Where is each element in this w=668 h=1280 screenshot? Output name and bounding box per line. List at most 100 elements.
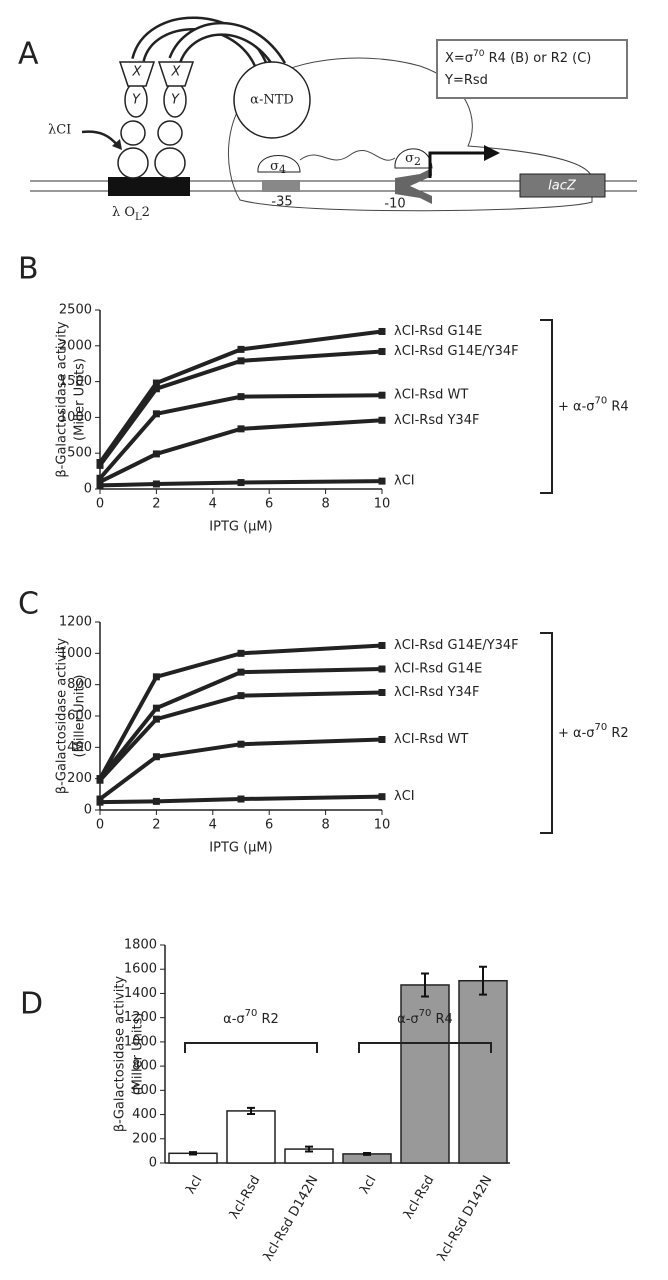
subunit-y: Y xyxy=(132,93,141,108)
series-line xyxy=(98,737,383,801)
y-axis-label: (Miller Units) xyxy=(73,358,88,441)
key-line: Y=Rsd xyxy=(444,73,488,88)
y-axis-label: (Miller Units) xyxy=(131,1013,146,1096)
y-tick-label: 800 xyxy=(132,1059,157,1074)
key-text: X=σ xyxy=(445,51,473,66)
point-marker xyxy=(378,642,386,649)
y-axis-label: β-Galactosidase activity xyxy=(113,976,128,1133)
series-line xyxy=(98,393,383,480)
annotation: α-σ70 R4 xyxy=(397,1008,453,1027)
point-marker xyxy=(237,795,245,803)
sigma2-label: σ2 xyxy=(405,151,421,169)
annotation: α-σ70 R2 xyxy=(223,1008,279,1027)
minus35-label: -35 xyxy=(271,195,292,210)
point-marker xyxy=(152,385,160,393)
sigma4-domain xyxy=(257,155,301,173)
y-tick-label: 1500 xyxy=(59,374,92,389)
point-marker xyxy=(237,479,245,487)
gene-box xyxy=(519,173,606,198)
annotation: + α-σ70 R4 xyxy=(558,396,629,415)
annotation-part: R4 xyxy=(431,1012,452,1027)
point-marker xyxy=(237,740,245,748)
bracket xyxy=(540,319,553,494)
x-tick-label: λcl xyxy=(357,1173,379,1196)
series-label: λCI-Rsd G14E/Y34F xyxy=(394,638,519,653)
series-label: λCI xyxy=(394,789,415,804)
point-marker xyxy=(237,425,245,433)
y-tick-label: 1200 xyxy=(59,615,92,630)
series-line xyxy=(99,479,383,488)
series-label: λCI-Rsd G14E xyxy=(394,662,482,677)
minus35-box xyxy=(262,180,300,192)
y-tick-label: 2000 xyxy=(59,338,92,353)
y-tick-label: 1800 xyxy=(124,938,157,953)
x-tick-label: 8 xyxy=(321,497,329,512)
operator-text: λ O xyxy=(112,205,135,220)
point-marker xyxy=(96,776,104,784)
point-marker xyxy=(152,673,160,681)
y-tick-label: 200 xyxy=(67,771,92,786)
point-marker xyxy=(378,736,386,743)
key-box xyxy=(436,39,628,99)
y-tick-label: 600 xyxy=(67,709,92,724)
point-marker xyxy=(378,327,386,335)
point-marker xyxy=(96,461,104,469)
x-tick-label: 0 xyxy=(96,497,104,512)
y-axis-label: β-Galactosidase activity xyxy=(55,638,70,795)
y-tick-label: 1000 xyxy=(59,646,92,661)
series-line xyxy=(98,349,383,467)
point-marker xyxy=(378,665,386,673)
point-marker xyxy=(378,391,386,399)
point-marker xyxy=(237,692,245,700)
sigma4-sub: 4 xyxy=(279,163,286,176)
x-tick-label: 2 xyxy=(152,818,160,833)
y-tick-label: 800 xyxy=(67,677,92,692)
x-tick-label: 6 xyxy=(265,497,273,512)
panel-label: A xyxy=(18,37,39,72)
series-label: λCI-Rsd G14E xyxy=(394,324,482,339)
bracket xyxy=(540,632,553,834)
annotation-part: 70 xyxy=(595,396,608,407)
pointer-arrow xyxy=(81,130,119,147)
annotation-part: α-σ xyxy=(223,1012,245,1027)
point-marker xyxy=(378,348,386,356)
point-marker xyxy=(378,477,386,485)
y-tick-label: 0 xyxy=(149,1156,157,1171)
operator-text: 2 xyxy=(142,205,150,220)
series-label: λCI-Rsd WT xyxy=(394,388,468,403)
bar xyxy=(458,979,508,1164)
x-tick-label: λcl-Rsd D142N xyxy=(261,1173,322,1264)
y-tick-label: 1000 xyxy=(59,410,92,425)
x-axis-label: IPTG (µM) xyxy=(209,520,272,535)
panel-label: D xyxy=(20,987,43,1022)
point-marker xyxy=(237,357,245,365)
subunit-y: Y xyxy=(171,93,180,108)
annotation-part: R2 xyxy=(607,726,628,741)
subunit-x: X xyxy=(132,65,143,80)
point-marker xyxy=(237,668,245,676)
series-line xyxy=(98,690,383,782)
minus10-label: -10 xyxy=(384,197,405,212)
y-tick-label: 400 xyxy=(132,1107,157,1122)
lambda-ci-label: λCI xyxy=(48,123,71,138)
x-tick-label: λcl-Rsd D142N xyxy=(435,1173,496,1264)
minus10-fork xyxy=(395,168,432,204)
panel-label: B xyxy=(18,252,39,287)
sigma4-label: σ4 xyxy=(270,159,286,177)
point-marker xyxy=(96,478,104,486)
key-text: R4 (B) or R2 (C) xyxy=(485,51,592,66)
x-tick-label: 10 xyxy=(374,818,391,833)
point-marker xyxy=(152,410,160,418)
ci-stacks xyxy=(117,61,195,179)
point-marker xyxy=(378,793,386,801)
series-line xyxy=(99,418,383,484)
x-tick-label: 10 xyxy=(374,497,391,512)
y-tick-label: 2500 xyxy=(59,303,92,318)
point-marker xyxy=(96,798,104,806)
key-sup: 70 xyxy=(473,49,485,59)
y-axis-label: (Miller Units) xyxy=(73,675,88,758)
x-tick-label: 6 xyxy=(265,818,273,833)
error-bar xyxy=(305,1145,313,1153)
series-label: λCI-Rsd G14E/Y34F xyxy=(394,344,519,359)
x-tick-label: λcl-Rsd xyxy=(401,1173,438,1221)
